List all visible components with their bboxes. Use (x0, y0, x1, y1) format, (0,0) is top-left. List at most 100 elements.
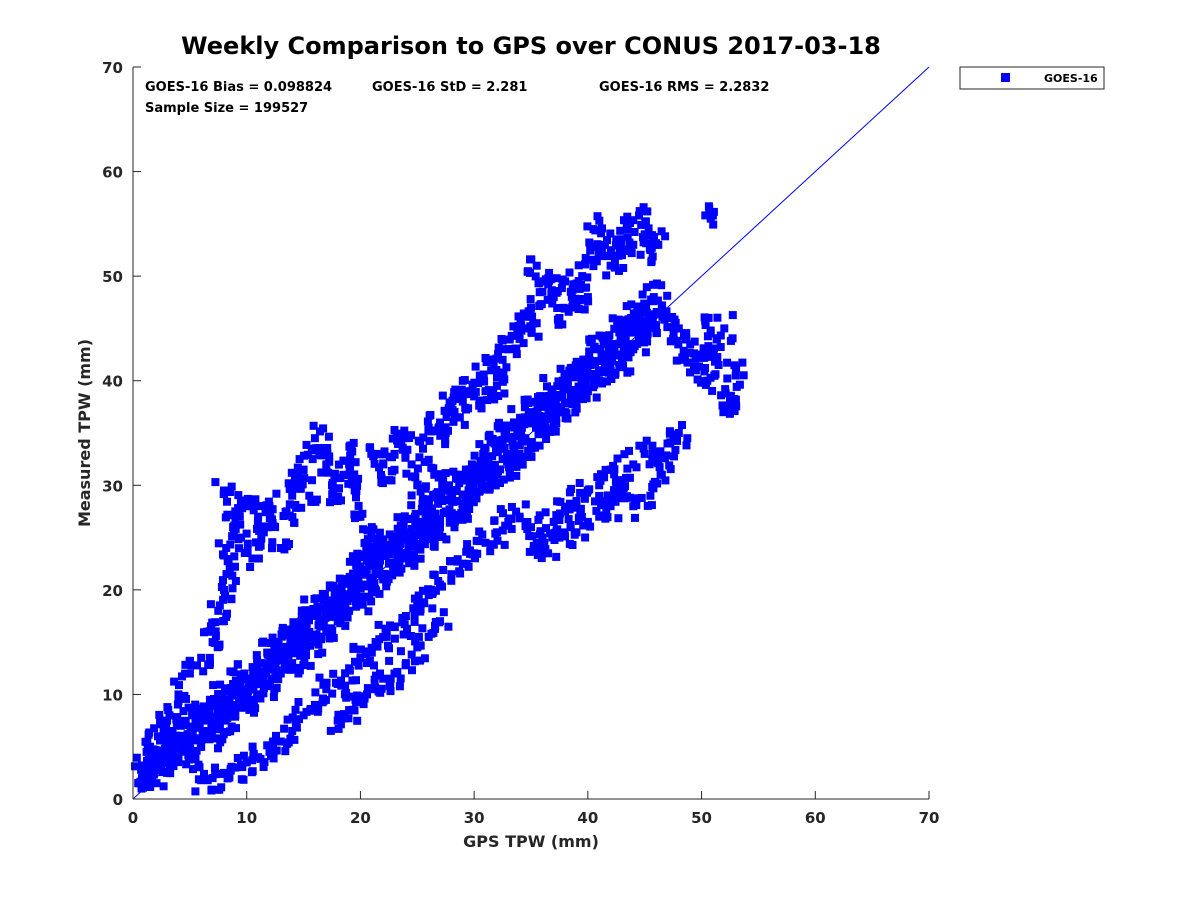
data-point (523, 518, 532, 526)
data-point (420, 540, 429, 549)
data-point (325, 598, 334, 607)
data-point (356, 645, 365, 654)
data-point (236, 670, 245, 679)
data-point (713, 313, 722, 322)
data-point (561, 507, 570, 516)
data-point (679, 346, 688, 355)
data-point (161, 752, 170, 760)
data-point (375, 463, 384, 472)
data-point (252, 651, 261, 660)
data-point (551, 427, 560, 436)
data-point (383, 541, 392, 550)
data-point (210, 695, 218, 703)
data-point (290, 479, 299, 488)
data-point (227, 594, 236, 603)
data-point (542, 427, 550, 436)
data-point (184, 703, 193, 712)
data-point (234, 682, 243, 691)
data-point (485, 430, 494, 439)
data-point (175, 681, 183, 690)
data-point (272, 489, 281, 498)
data-point (396, 430, 405, 439)
data-point (356, 584, 365, 593)
data-point (319, 604, 328, 613)
reference-line (132, 66, 930, 800)
data-point (290, 518, 299, 527)
data-point (143, 745, 152, 754)
data-point (578, 272, 587, 281)
plot-area: 0 10 20 30 40 50 60 70 0 10 20 30 40 50 60 70 (102, 59, 939, 827)
data-point (585, 347, 594, 356)
x-tick-label: 30 (464, 809, 485, 827)
data-point (642, 283, 651, 292)
data-point (528, 312, 537, 321)
data-point (586, 522, 595, 531)
data-point (424, 455, 433, 464)
data-point (671, 445, 680, 454)
data-point (491, 437, 500, 446)
data-point (597, 229, 606, 238)
x-tick-label: 10 (236, 809, 257, 827)
data-point (390, 634, 399, 643)
data-point (546, 426, 555, 435)
data-point (531, 443, 540, 452)
data-point (545, 268, 554, 277)
data-point (595, 216, 604, 225)
data-point (701, 380, 710, 389)
data-point (561, 502, 570, 511)
data-point (246, 682, 255, 691)
data-point (695, 362, 703, 371)
data-point (358, 550, 367, 559)
data-point (481, 538, 490, 547)
data-point (554, 320, 563, 329)
data-point (225, 564, 234, 573)
data-point (597, 350, 606, 359)
data-point (306, 661, 315, 670)
data-point (267, 751, 275, 760)
data-point (182, 735, 191, 744)
data-point (403, 624, 411, 633)
data-point (393, 513, 402, 522)
data-point (532, 261, 541, 270)
data-point (696, 353, 705, 362)
data-point (582, 394, 591, 403)
data-point (359, 525, 368, 534)
data-point (445, 510, 454, 519)
data-point (441, 435, 450, 444)
data-point (259, 689, 268, 698)
data-point (606, 366, 615, 375)
data-point (564, 515, 573, 524)
data-point (444, 426, 452, 435)
data-point (553, 287, 562, 296)
data-point (263, 505, 272, 514)
data-point (610, 346, 619, 355)
data-point (151, 749, 160, 758)
data-point (166, 734, 175, 743)
data-point (318, 468, 326, 477)
data-point (470, 451, 479, 460)
data-point (266, 639, 275, 647)
data-point (174, 755, 183, 764)
data-point (632, 463, 641, 472)
data-point (185, 669, 194, 678)
data-point (365, 592, 374, 601)
data-point (277, 632, 286, 641)
data-point (337, 676, 345, 685)
data-point (430, 470, 439, 479)
data-point (304, 609, 313, 618)
data-point (389, 532, 398, 541)
data-point (575, 479, 584, 487)
data-point (686, 340, 695, 349)
data-point (278, 651, 287, 660)
x-tick-label: 50 (691, 809, 712, 827)
data-point (486, 547, 495, 556)
data-point (373, 559, 382, 567)
data-point (324, 468, 333, 477)
data-point (529, 545, 538, 554)
data-point (534, 416, 543, 425)
data-point (278, 623, 287, 632)
data-point (462, 509, 471, 518)
data-point (370, 661, 378, 670)
data-point (316, 633, 325, 642)
data-point (272, 731, 280, 740)
